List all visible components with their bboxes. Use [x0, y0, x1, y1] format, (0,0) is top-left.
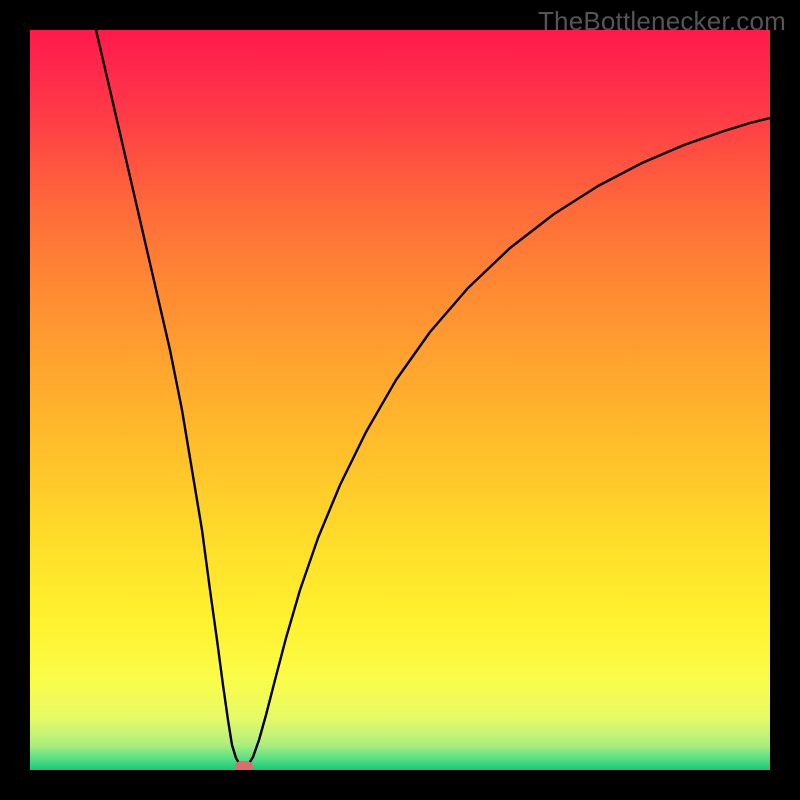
- bottleneck-curve: [30, 30, 770, 770]
- plot-area: [30, 30, 770, 770]
- chart-container: TheBottlenecker.com: [0, 0, 800, 800]
- optimal-point-marker: [235, 761, 253, 770]
